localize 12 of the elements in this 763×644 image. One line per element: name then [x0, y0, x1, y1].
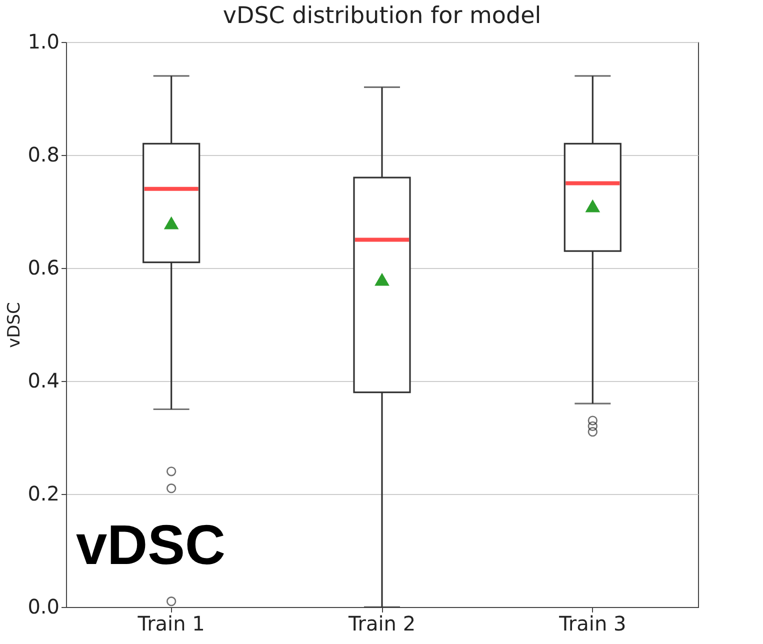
y-tick-label: 0.0 — [28, 594, 60, 618]
y-axis-title: vDSC — [4, 302, 25, 348]
annotation: vDSC — [76, 513, 226, 576]
y-tick-label: 0.8 — [28, 142, 60, 166]
y-tick-label: 0.6 — [28, 256, 60, 280]
y-tick-label: 0.4 — [28, 368, 60, 392]
y-tick-label: 0.2 — [28, 482, 60, 506]
x-tick-label: Train 3 — [558, 612, 626, 636]
x-tick-label: Train 1 — [136, 612, 205, 636]
y-tick-label: 1.0 — [28, 30, 60, 54]
chart-title: vDSC distribution for model — [222, 3, 542, 29]
x-tick-label: Train 2 — [347, 612, 416, 636]
